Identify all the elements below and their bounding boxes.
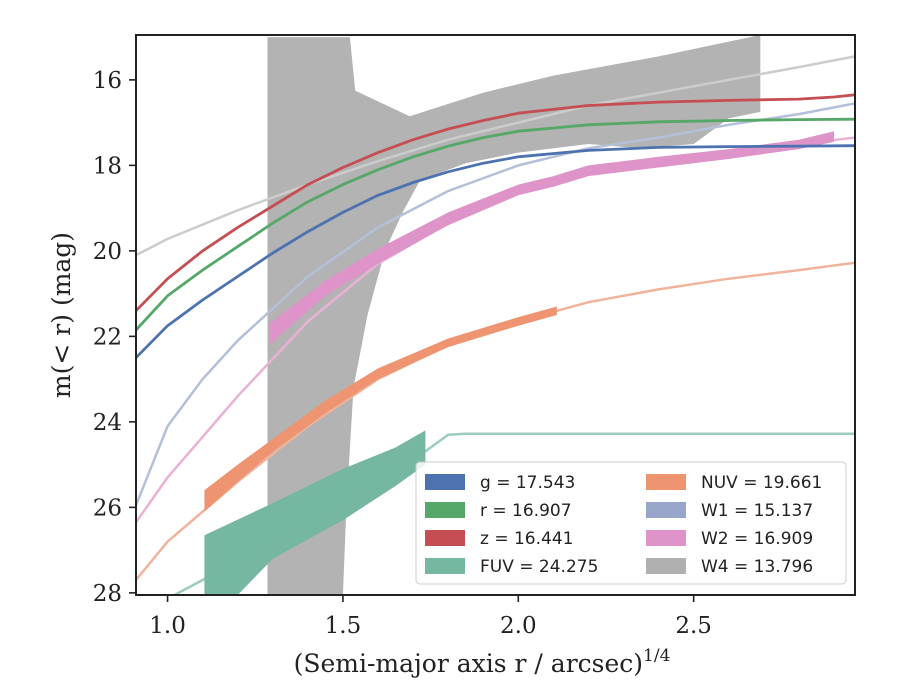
w4-line-series: [136, 55, 855, 257]
legend-swatch-w4: [646, 558, 686, 574]
y-tick-label: 24: [93, 410, 122, 436]
series-layer: [136, 35, 855, 595]
w1-line-series: [136, 102, 855, 507]
fuv-band-series: [204, 430, 426, 595]
y-tick-label: 16: [93, 68, 122, 94]
legend-swatch-g: [425, 474, 465, 490]
r-series: [136, 117, 855, 332]
plot-frame: [135, 34, 856, 596]
legend-label-r: r = 16.907: [480, 501, 572, 521]
legend-swatch-fuv: [425, 558, 465, 574]
legend: g = 17.543 r = 16.907 z = 16.441 FUV = 24.2…: [415, 461, 847, 585]
x-axis: 1.0 1.5 2.0 2.5: [149, 595, 712, 639]
y-axis-title: m(< r) (mag): [47, 232, 76, 398]
x-tick-label: 2.0: [500, 613, 537, 639]
legend-label-z: z = 16.441: [480, 529, 573, 549]
y-tick-label: 28: [93, 581, 122, 607]
legend-label-w2: W2 = 16.909: [701, 529, 813, 549]
legend-label-w4: W4 = 13.796: [701, 557, 813, 577]
legend-swatch-z: [425, 530, 465, 546]
legend-swatch-r: [425, 502, 465, 518]
legend-swatch-nuv: [646, 474, 686, 490]
legend-label-fuv: FUV = 24.275: [480, 557, 598, 577]
x-tick-label: 1.0: [149, 613, 186, 639]
x-tick-label: 2.5: [675, 613, 712, 639]
legend-label-nuv: NUV = 19.661: [701, 473, 822, 493]
legend-frame: [415, 461, 847, 585]
y-tick-label: 26: [93, 495, 122, 521]
y-axis: 16 18 20 22 24 26 28: [93, 68, 136, 607]
legend-swatch-w1: [646, 502, 686, 518]
legend-label-w1: W1 = 15.137: [701, 501, 813, 521]
x-axis-title: (Semi-major axis r / arcsec)1/4: [294, 646, 671, 678]
legend-swatch-w2: [646, 530, 686, 546]
x-tick-label: 1.5: [325, 613, 362, 639]
g-series: [136, 144, 855, 360]
z-series: [136, 93, 855, 313]
legend-label-g: g = 17.543: [480, 473, 575, 493]
y-tick-label: 18: [93, 153, 122, 179]
y-tick-label: 20: [93, 239, 122, 265]
y-tick-label: 22: [93, 324, 122, 350]
w4-band-series: [267, 35, 761, 595]
